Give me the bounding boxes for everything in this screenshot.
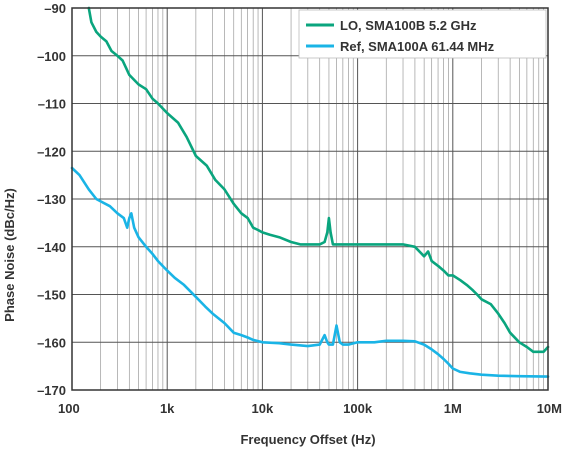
y-tick-label: –170 (37, 383, 66, 398)
x-tick-labels: 100 1k 10k 100k 1M 10M (58, 401, 562, 416)
series-layer (70, 6, 550, 378)
y-tick-label: –150 (37, 288, 66, 303)
y-tick-label: –100 (37, 49, 66, 64)
y-tick-label: –140 (37, 240, 66, 255)
y-tick-label: –110 (38, 97, 66, 112)
x-tick-label: 100k (343, 401, 373, 416)
x-tick-label: 100 (58, 401, 80, 416)
legend-label-ref: Ref, SMA100A 61.44 MHz (340, 39, 495, 54)
x-tick-label: 10k (252, 401, 274, 416)
x-tick-label: 1M (444, 401, 462, 416)
legend-label-lo: LO, SMA100B 5.2 GHz (340, 18, 477, 33)
x-tick-label: 10M (537, 401, 562, 416)
series-line-lo (87, 6, 550, 354)
y-tick-label: –160 (37, 335, 66, 350)
y-axis-title: Phase Noise (dBc/Hz) (2, 188, 17, 322)
y-tick-label: –90 (44, 1, 66, 16)
x-axis-title: Frequency Offset (Hz) (240, 432, 375, 447)
x-tick-label: 1k (160, 401, 175, 416)
legend-box (298, 9, 547, 59)
series-line-ref (70, 166, 550, 378)
y-tick-labels: –90 –100 –110 –120 –130 –140 –150 –160 –170 (37, 1, 66, 398)
y-tick-label: –120 (37, 144, 66, 159)
legend: LO, SMA100B 5.2 GHz Ref, SMA100A 61.44 M… (298, 9, 547, 59)
plot-frame (71, 7, 549, 391)
y-tick-label: –130 (37, 192, 66, 207)
